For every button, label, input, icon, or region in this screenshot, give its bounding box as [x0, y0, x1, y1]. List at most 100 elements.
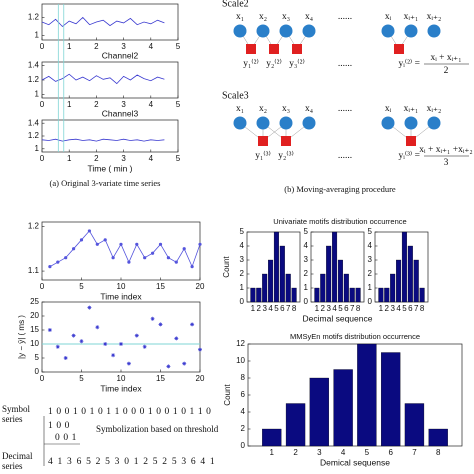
point — [103, 342, 108, 346]
x-tick-label: 7 — [412, 448, 417, 457]
y-tick-label: 0 — [241, 441, 246, 450]
point — [63, 356, 68, 360]
x-tick-label: 8 — [420, 304, 425, 313]
x-tick-label: 4 — [149, 100, 154, 109]
point — [134, 333, 139, 338]
bar — [407, 245, 413, 303]
x-tick-label: 5 — [79, 374, 84, 383]
x-tick-label: 6 — [344, 304, 349, 313]
decimal-label: Decimal series — [2, 451, 33, 471]
bar — [333, 369, 353, 447]
x-tick-label: 4 — [396, 304, 401, 313]
x-axis-label: Time index — [100, 291, 142, 301]
x-tick-label: 5 — [79, 282, 84, 291]
bar — [273, 231, 279, 303]
x-tick-label: 20 — [196, 374, 205, 383]
window: 1 0 0 — [48, 421, 70, 431]
node — [381, 116, 395, 130]
x-tick-label: 8 — [356, 304, 361, 313]
bar — [326, 245, 332, 303]
bar — [390, 273, 396, 303]
x-tick-label: 2 — [321, 304, 326, 313]
point — [190, 322, 195, 327]
node-label: x₂ — [259, 12, 267, 22]
point — [47, 328, 52, 332]
x-tick-label: 7 — [286, 304, 291, 313]
x-tick-label: 1 — [315, 304, 320, 313]
node — [233, 116, 247, 130]
x-tick-label: 3 — [121, 154, 126, 163]
bar — [404, 403, 425, 447]
x-tick-label: 5 — [176, 154, 181, 163]
formula-numerator: xᵢ + xᵢ₊₁ — [430, 53, 461, 63]
point — [158, 322, 163, 327]
bar — [357, 343, 377, 447]
point — [182, 361, 187, 366]
x-tick-label: 2 — [293, 448, 298, 457]
bar — [413, 259, 419, 303]
x-tick-label: 5 — [338, 304, 343, 313]
y-tick-label: 1 — [304, 283, 309, 292]
bar — [309, 377, 329, 447]
y-axis-label: |y − ȳ| ( ms ) — [17, 315, 26, 359]
x-tick-label: 0 — [40, 42, 45, 51]
y-axis-label: Count — [223, 384, 232, 406]
y-tick-label: 5 — [35, 353, 40, 362]
formula-denominator: 3 — [444, 158, 449, 168]
node-label: xᵢ₊₂ — [427, 104, 442, 114]
x-tick-label: 5 — [274, 304, 279, 313]
average-node — [281, 136, 291, 146]
point — [111, 353, 116, 358]
y-tick-label: 8 — [241, 373, 246, 382]
node-label: xᵢ₊₂ — [427, 12, 442, 22]
point — [95, 242, 99, 246]
x-tick-label: 2 — [94, 154, 99, 163]
y-axis-label: Count — [222, 256, 231, 278]
point — [150, 316, 155, 321]
node-label: xᵢ — [385, 12, 392, 22]
y-tick-label: 5 — [368, 227, 373, 236]
node-label: x₃ — [282, 104, 290, 114]
output-gap: ...... — [338, 151, 352, 161]
point — [79, 238, 84, 242]
univariate-title: Univariate motifs distribution occurrenc… — [273, 217, 406, 226]
y-tick-label: 10 — [236, 356, 245, 365]
y-tick-label: 2 — [368, 269, 373, 278]
y-tick-label: 1 — [35, 144, 40, 153]
y-tick-label: 4 — [304, 241, 309, 250]
x-tick-label: 3 — [390, 304, 395, 313]
point — [103, 238, 107, 242]
x-tick-label: 2 — [94, 42, 99, 51]
x-tick-label: 4 — [149, 42, 154, 51]
average-node — [269, 44, 279, 54]
y-tick-label: 12 — [236, 339, 245, 348]
point — [79, 339, 84, 344]
node-label: x₁ — [236, 12, 244, 22]
x-tick-label: 10 — [117, 282, 126, 291]
x-tick-label: 5 — [176, 42, 181, 51]
series-line — [41, 138, 165, 142]
y-tick-label: 15 — [30, 325, 39, 334]
x-axis-label: Decimal sequence — [303, 313, 373, 323]
plot-frame — [41, 61, 179, 99]
x-tick-label: 3 — [317, 448, 322, 457]
point — [126, 361, 131, 366]
chart-title: MMSyEn motifs distribution occurrence — [290, 332, 420, 341]
node-label: ...... — [338, 104, 352, 114]
point — [166, 364, 171, 369]
y-tick-label: 5 — [304, 227, 309, 236]
y-tick-label: 25 — [30, 297, 39, 306]
x-tick-label: 5 — [365, 448, 370, 457]
x-axis-label: Demical sequense — [320, 457, 390, 467]
decimal-series: 4 1 3 6 5 2 5 3 0 1 2 5 2 5 3 6 4 1 — [48, 457, 216, 467]
y-tick-label: 3 — [304, 255, 309, 264]
x-tick-label: 1 — [67, 154, 72, 163]
bar — [291, 287, 297, 303]
y-tick-label: 2 — [304, 269, 309, 278]
output-label: y₂⁽²⁾ — [266, 58, 282, 69]
average-node — [292, 44, 302, 54]
y-tick-label: 6 — [241, 390, 246, 399]
scale-label: Scale3 — [222, 90, 249, 101]
point — [127, 260, 131, 264]
node-label: xᵢ — [385, 104, 392, 114]
